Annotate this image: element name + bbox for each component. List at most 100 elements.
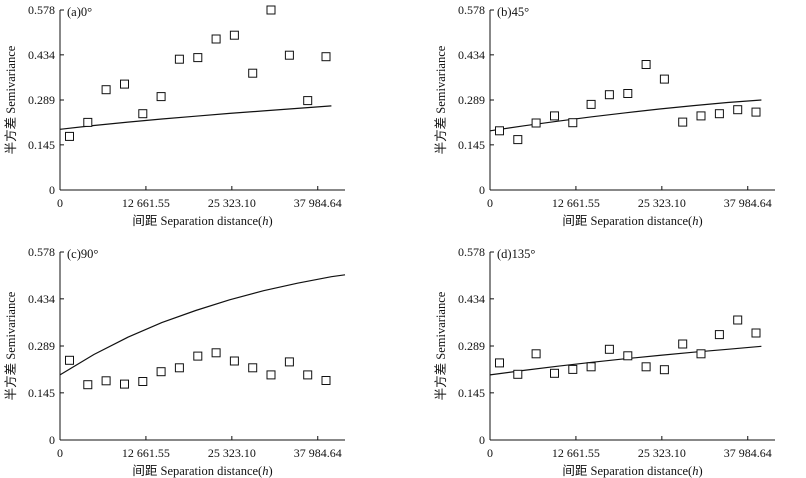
data-point bbox=[586, 99, 596, 109]
y-tick-label: 0.145 bbox=[28, 386, 55, 400]
panel-label: (c)90° bbox=[67, 247, 98, 261]
data-point bbox=[248, 68, 258, 78]
y-tick-label: 0.578 bbox=[458, 3, 485, 17]
chart-panel-4: 0 0.145 0.289 0.434 0.578 0 12 661.55 25 323.10… bbox=[433, 245, 775, 478]
y-tick-label: 0 bbox=[479, 183, 485, 197]
chart-panel-2: 0 0.145 0.289 0.434 0.578 0 12 661.55 25 323.10… bbox=[433, 3, 775, 228]
data-point bbox=[65, 131, 74, 141]
data-point bbox=[751, 107, 761, 117]
y-tick-label: 0.145 bbox=[458, 138, 485, 152]
data-point bbox=[138, 377, 148, 386]
model-curve bbox=[489, 345, 762, 376]
x-tick-label: 12 661.55 bbox=[122, 196, 170, 210]
data-point bbox=[303, 96, 313, 106]
x-tick-label: 12 661.55 bbox=[552, 446, 600, 460]
data-point bbox=[714, 330, 724, 340]
data-point bbox=[568, 364, 578, 374]
data-point bbox=[623, 89, 633, 98]
data-point bbox=[513, 135, 523, 145]
data-point bbox=[174, 54, 184, 64]
data-point bbox=[696, 111, 706, 121]
data-point bbox=[229, 356, 239, 366]
x-tick-label: 0 bbox=[57, 196, 63, 210]
x-axis-title-close: ) bbox=[268, 464, 272, 478]
data-point bbox=[321, 376, 331, 385]
data-point bbox=[678, 117, 688, 127]
x-tick-label: 25 323.10 bbox=[638, 446, 686, 460]
model-curve bbox=[59, 274, 346, 376]
y-tick-label: 0.289 bbox=[28, 93, 55, 107]
y-tick-label: 0.145 bbox=[28, 138, 55, 152]
x-tick-label: 12 661.55 bbox=[552, 196, 600, 210]
y-tick-label: 0.289 bbox=[28, 339, 55, 353]
y-tick-label: 0.434 bbox=[28, 48, 55, 62]
data-point bbox=[248, 363, 258, 373]
data-point bbox=[83, 380, 93, 390]
data-point bbox=[733, 315, 743, 325]
data-point bbox=[495, 126, 504, 136]
data-point bbox=[641, 60, 651, 69]
x-tick-label: 25 323.10 bbox=[638, 196, 686, 210]
data-point bbox=[623, 351, 633, 361]
x-axis-title-variable: h bbox=[692, 214, 698, 228]
chart-panel-1: 0 0.145 0.289 0.434 0.578 0 12 661.55 25 323.10… bbox=[3, 3, 345, 228]
y-tick-label: 0.434 bbox=[458, 292, 485, 306]
y-axis-title: 半方差 Semivariance bbox=[3, 45, 18, 154]
x-axis-title-variable: h bbox=[262, 214, 268, 228]
data-point bbox=[174, 363, 184, 373]
data-point bbox=[641, 362, 651, 372]
x-tick-label: 37 984.64 bbox=[724, 196, 772, 210]
data-point bbox=[568, 118, 578, 128]
y-tick-label: 0.578 bbox=[458, 245, 485, 259]
data-point bbox=[586, 362, 596, 372]
x-axis-title-text: 间距 Separation distance( bbox=[132, 214, 262, 228]
data-point bbox=[120, 379, 129, 389]
x-axis-title-close: ) bbox=[268, 214, 272, 228]
y-tick-label: 0.289 bbox=[458, 93, 485, 107]
data-point bbox=[550, 111, 559, 121]
data-point bbox=[531, 118, 541, 128]
x-tick-label: 25 323.10 bbox=[208, 446, 256, 460]
panel-label: (b)45° bbox=[497, 5, 529, 19]
data-point bbox=[211, 34, 221, 44]
data-point bbox=[65, 355, 74, 365]
y-axis-title: 半方差 Semivariance bbox=[3, 291, 18, 400]
data-point bbox=[733, 105, 743, 115]
data-point bbox=[284, 357, 294, 367]
x-axis-title: 间距 Separation distance(h) bbox=[562, 214, 702, 228]
data-point bbox=[659, 74, 669, 84]
data-point bbox=[193, 53, 203, 63]
data-point bbox=[266, 5, 276, 15]
data-point bbox=[284, 50, 294, 60]
data-point bbox=[101, 85, 111, 95]
x-tick-label: 0 bbox=[57, 446, 63, 460]
data-point bbox=[83, 117, 93, 127]
data-point bbox=[321, 52, 331, 62]
y-axis-title: 半方差 Semivariance bbox=[433, 291, 448, 400]
data-point bbox=[531, 349, 541, 359]
y-tick-label: 0.434 bbox=[28, 292, 55, 306]
x-axis-title-variable: h bbox=[262, 464, 268, 478]
data-point bbox=[101, 376, 111, 386]
y-tick-label: 0 bbox=[479, 433, 485, 447]
data-point bbox=[156, 367, 166, 377]
x-axis-title: 间距 Separation distance(h) bbox=[132, 214, 272, 228]
data-point bbox=[211, 348, 221, 358]
data-point bbox=[659, 365, 669, 375]
y-tick-label: 0.289 bbox=[458, 339, 485, 353]
x-tick-label: 37 984.64 bbox=[294, 196, 342, 210]
x-tick-label: 37 984.64 bbox=[724, 446, 772, 460]
data-point bbox=[604, 90, 614, 100]
x-axis-title-close: ) bbox=[698, 464, 702, 478]
y-tick-label: 0.434 bbox=[458, 48, 485, 62]
data-point bbox=[678, 339, 688, 349]
data-point bbox=[193, 351, 203, 361]
x-axis-title: 间距 Separation distance(h) bbox=[562, 464, 702, 478]
data-point bbox=[513, 369, 523, 379]
data-point bbox=[714, 109, 724, 119]
x-tick-label: 0 bbox=[487, 446, 493, 460]
y-tick-label: 0.578 bbox=[28, 245, 55, 259]
data-point bbox=[550, 368, 559, 378]
data-point bbox=[303, 370, 313, 380]
